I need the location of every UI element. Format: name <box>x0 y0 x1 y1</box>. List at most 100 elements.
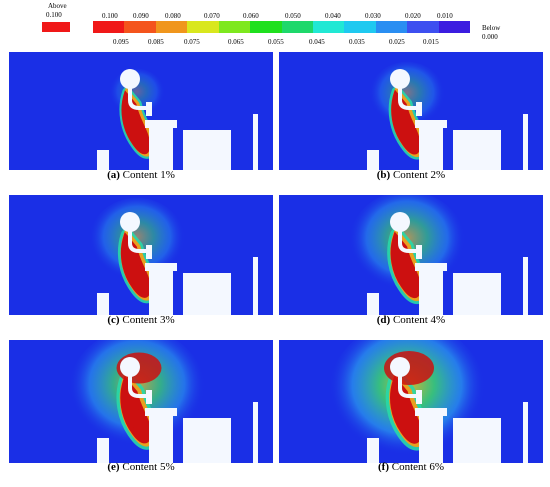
panel-caption-text: Content 1% <box>119 169 175 181</box>
legend-top-label: 0.080 <box>165 12 181 20</box>
tower-building <box>149 271 173 315</box>
tank-circle <box>120 69 140 89</box>
pole <box>523 257 528 315</box>
platform <box>415 120 447 128</box>
panel-caption: (d) Content 4% <box>279 314 543 327</box>
legend-swatch <box>187 21 219 33</box>
legend-swatch <box>312 21 345 33</box>
legend-above-value: 0.100 <box>46 11 62 19</box>
legend-swatch <box>344 21 376 33</box>
tank-circle <box>120 357 140 377</box>
panel-caption-text: Content 5% <box>119 461 175 473</box>
concentration-plume <box>388 85 427 160</box>
small-building <box>367 438 379 463</box>
small-building <box>367 150 379 170</box>
small-building <box>97 438 109 463</box>
pipe <box>398 88 419 110</box>
obstacles <box>97 212 258 315</box>
legend-swatch <box>438 21 471 33</box>
small-building <box>367 293 379 315</box>
panel-letter: (e) <box>107 461 120 473</box>
legend-top-label: 0.020 <box>405 12 421 20</box>
pipe-support <box>416 245 422 259</box>
platform <box>145 263 177 271</box>
pole <box>523 114 528 170</box>
legend-top-label: 0.030 <box>365 12 381 20</box>
legend-swatch <box>407 21 439 33</box>
pipe <box>128 231 149 253</box>
legend-bottom-label: 0.065 <box>228 38 244 46</box>
pole <box>253 257 258 315</box>
tower-building <box>419 128 443 170</box>
legend-bottom-label: 0.025 <box>389 38 405 46</box>
contour-panel <box>279 52 543 170</box>
legend-top-label: 0.050 <box>285 12 301 20</box>
legend-swatch <box>218 21 251 33</box>
large-building <box>183 418 231 463</box>
large-building <box>453 273 501 315</box>
panel-caption-text: Content 4% <box>390 314 446 326</box>
legend-swatch <box>155 21 188 33</box>
panel-caption-text: Content 3% <box>119 314 175 326</box>
small-building <box>97 293 109 315</box>
pipe-support <box>416 390 422 404</box>
contour-panel <box>9 340 273 463</box>
panel-caption: (b) Content 2% <box>279 169 543 182</box>
legend-bottom-label: 0.055 <box>268 38 284 46</box>
large-building <box>183 130 231 170</box>
panel-caption: (f) Content 6% <box>279 461 543 474</box>
legend-top-label: 0.100 <box>102 12 118 20</box>
large-building <box>453 418 501 463</box>
large-building <box>183 273 231 315</box>
tower-building <box>149 416 173 463</box>
tank-circle <box>390 69 410 89</box>
tower-building <box>419 271 443 315</box>
pipe-support <box>146 245 152 259</box>
concentration-plume <box>119 86 156 159</box>
obstacles <box>367 69 528 170</box>
panel-caption-text: Content 2% <box>390 169 446 181</box>
tower-building <box>419 416 443 463</box>
pipe-support <box>146 102 152 116</box>
panel-caption: (c) Content 3% <box>9 314 273 327</box>
legend-top-label: 0.070 <box>204 12 220 20</box>
pole <box>523 402 528 463</box>
legend-above-swatch <box>42 22 70 32</box>
legend-bottom-label: 0.095 <box>113 38 129 46</box>
pipe <box>128 376 149 398</box>
contour-panel <box>9 195 273 315</box>
legend-bottom-label: 0.035 <box>349 38 365 46</box>
panel-letter: (c) <box>107 314 120 326</box>
obstacles <box>97 69 258 170</box>
obstacles <box>367 212 528 315</box>
panel-letter: (f) <box>378 461 389 473</box>
pole <box>253 402 258 463</box>
contour-panel <box>279 195 543 315</box>
pipe <box>398 376 419 398</box>
panel-letter: (b) <box>376 169 391 181</box>
tank-circle <box>120 212 140 232</box>
legend-top-label: 0.040 <box>325 12 341 20</box>
small-building <box>97 150 109 170</box>
legend-bottom-label: 0.015 <box>423 38 439 46</box>
platform <box>145 120 177 128</box>
legend-swatch <box>250 21 282 33</box>
pipe <box>398 231 419 253</box>
legend-above-label: Above <box>48 2 67 10</box>
obstacles <box>367 357 528 463</box>
platform <box>415 263 447 271</box>
pipe-support <box>146 390 152 404</box>
legend-swatch <box>281 21 313 33</box>
legend-top-label: 0.010 <box>437 12 453 20</box>
platform <box>415 408 447 416</box>
legend-top-label: 0.090 <box>133 12 149 20</box>
tank-circle <box>390 212 410 232</box>
obstacles <box>97 357 258 463</box>
legend-below-value: 0.000 <box>482 33 498 41</box>
tower-building <box>149 128 173 170</box>
panel-letter: (a) <box>107 169 120 181</box>
panel-caption-text: Content 6% <box>389 461 444 473</box>
large-building <box>453 130 501 170</box>
pipe-support <box>416 102 422 116</box>
platform <box>145 408 177 416</box>
